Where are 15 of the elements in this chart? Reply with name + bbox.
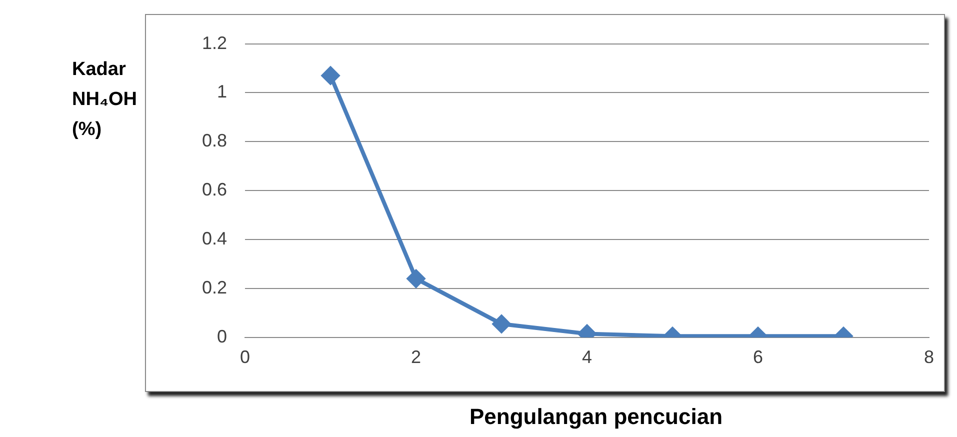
point <box>322 66 340 85</box>
y-tick-label: 0.8 <box>202 130 228 151</box>
y-tick-label: 0.6 <box>202 180 228 200</box>
y-tick-label: 0.2 <box>202 277 228 298</box>
y-tick-label: 0.4 <box>202 228 228 248</box>
x-axis-title: Pengulangan pencucian <box>468 404 724 430</box>
y-tick-label: 1.2 <box>202 32 228 53</box>
x-tick-label: 4 <box>582 347 592 368</box>
y-tick-label: 1 <box>217 82 228 102</box>
x-tick-label: 0 <box>240 347 250 368</box>
x-tick-label: 2 <box>411 347 422 368</box>
y-tick-label: 0 <box>217 326 228 346</box>
x-tick-label: 6 <box>752 347 764 368</box>
x-tick-label: 8 <box>924 347 934 368</box>
y-axis-title: Kadar NH₄OH (%) <box>72 58 138 142</box>
